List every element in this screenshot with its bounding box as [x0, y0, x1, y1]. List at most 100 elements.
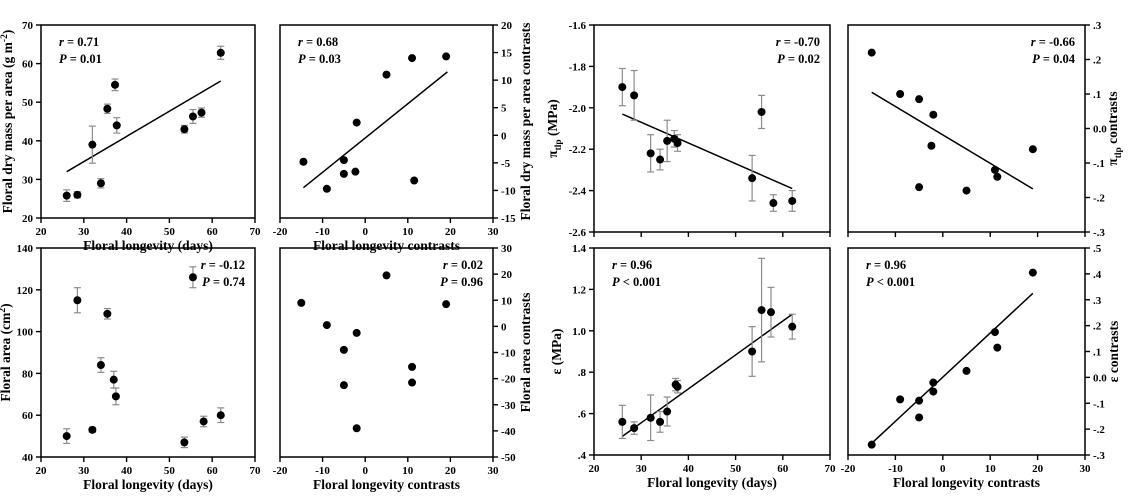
y-tick-label: 15	[501, 48, 513, 60]
data-point	[867, 440, 876, 449]
data-point	[929, 387, 938, 396]
data-point	[188, 112, 197, 121]
data-point	[188, 273, 197, 282]
data-point	[962, 186, 971, 195]
annotation-r: r = 0.96	[866, 258, 906, 272]
x-axis-label: Floral longevity contrasts	[893, 475, 1040, 490]
x-tick-label: -20	[273, 465, 288, 477]
y-axis-label: Floral dry mass per area (g m-2)	[0, 30, 15, 214]
y-tick-label: 100	[17, 327, 34, 339]
data-point	[382, 271, 391, 280]
x-tick-label: 50	[164, 465, 176, 477]
data-point	[216, 48, 225, 57]
data-point	[630, 424, 639, 433]
data-point	[103, 104, 112, 113]
x-tick-label: 30	[1080, 463, 1092, 475]
x-axis-label: Floral longevity contrasts	[313, 238, 460, 253]
x-tick-label: 20	[445, 465, 457, 477]
y-tick-label: .3	[1093, 20, 1102, 32]
x-tick-label: 20	[589, 463, 601, 475]
x-tick-label: -20	[841, 463, 856, 475]
data-point	[339, 345, 348, 354]
y-axis-label: πtlp (MPa)	[545, 99, 564, 158]
data-point	[990, 165, 999, 174]
data-point	[915, 95, 924, 104]
panel-pi-tlp-contrasts-vs-longevity-contrasts: -.3 -.2 -.1 0.0 .1 .2 .3 πtlp contrasts r = -0.6…	[847, 20, 1124, 239]
y-tick-label: 30	[22, 174, 34, 186]
y-tick-label: -.2	[1093, 193, 1105, 205]
data-point	[962, 366, 971, 375]
y-tick-label: -40	[501, 426, 516, 438]
x-axis-label: Floral longevity (days)	[647, 475, 777, 490]
y-tick-label: .2	[1093, 55, 1102, 67]
data-point	[663, 136, 672, 145]
x-tick-label: -10	[888, 463, 903, 475]
x-tick-label: -10	[315, 226, 330, 238]
data-point	[929, 110, 938, 119]
y-tick-label: 10	[501, 295, 513, 307]
x-tick-label: 0	[362, 465, 368, 477]
x-tick-label: 20	[1032, 463, 1044, 475]
x-tick-label: 60	[207, 226, 219, 238]
annotation-r: r = 0.68	[298, 35, 338, 49]
data-point	[339, 381, 348, 390]
y-tick-label: -.1	[1093, 158, 1105, 170]
data-point	[915, 413, 924, 422]
annotation-P: P = 0.03	[298, 52, 341, 66]
annotation-r: r = -0.70	[776, 35, 820, 49]
data-point	[62, 432, 71, 441]
data-point	[88, 425, 97, 434]
data-point	[673, 138, 682, 147]
x-axis-label: Floral longevity (days)	[83, 238, 213, 253]
y-axis-label: ε contrasts	[1106, 321, 1121, 383]
y-tick-label: 60	[22, 410, 34, 422]
data-point	[339, 156, 348, 165]
data-point	[351, 167, 360, 176]
panel-epsilon-vs-longevity: 20 30 40 50 60 70 .4 .6 .8 1.0 1.2 1.4 Floral longev…	[549, 243, 836, 490]
x-tick-label: 0	[362, 226, 368, 238]
axis-frame	[593, 247, 831, 456]
y-axis-label: πtlp contrasts	[1105, 91, 1124, 165]
axis-frame	[593, 24, 831, 233]
data-point	[896, 395, 905, 404]
data-point	[990, 328, 999, 337]
x-tick-label: 60	[777, 463, 789, 475]
annotation-r: r = 0.71	[59, 35, 99, 49]
y-tick-label: 60	[22, 59, 34, 71]
axis-frame	[40, 24, 256, 219]
data-point	[111, 392, 120, 401]
data-point	[96, 361, 105, 370]
y-axis-label: Floral area (cm2)	[0, 303, 13, 401]
y-tick-label: -2.0	[569, 103, 587, 115]
y-tick-label: 0	[501, 321, 507, 333]
annotation-P: P = 0.96	[440, 275, 483, 289]
panel-floral-area-contrasts-vs-longevity-contrasts: -20 -10 0 10 20 30-50-40-30-20-100102030Flora…	[273, 243, 533, 492]
y-tick-label: -10	[501, 185, 516, 197]
y-tick-label: -10	[501, 348, 516, 360]
data-point	[62, 191, 71, 200]
data-point	[382, 70, 391, 79]
axis-frame	[40, 247, 256, 458]
x-tick-label: 70	[250, 226, 262, 238]
data-point	[867, 48, 876, 57]
annotation-P: P = 0.02	[777, 52, 820, 66]
y-tick-label: 10	[501, 75, 513, 87]
data-point	[663, 407, 672, 416]
data-point	[656, 417, 665, 426]
data-point	[408, 362, 417, 371]
data-point	[896, 90, 905, 98]
y-tick-label: -5	[501, 158, 511, 170]
y-tick-label: 20	[501, 269, 513, 281]
data-point	[646, 149, 655, 158]
data-point	[352, 328, 361, 337]
data-point	[769, 199, 778, 208]
x-tick-label: 30	[488, 465, 500, 477]
data-point	[767, 308, 775, 317]
y-tick-label: -20	[501, 374, 516, 386]
y-tick-label: 0.0	[1093, 372, 1107, 384]
data-point	[299, 157, 308, 166]
data-point	[322, 184, 331, 193]
x-tick-label: 30	[78, 226, 90, 238]
data-point	[408, 54, 417, 63]
data-point	[927, 141, 936, 150]
